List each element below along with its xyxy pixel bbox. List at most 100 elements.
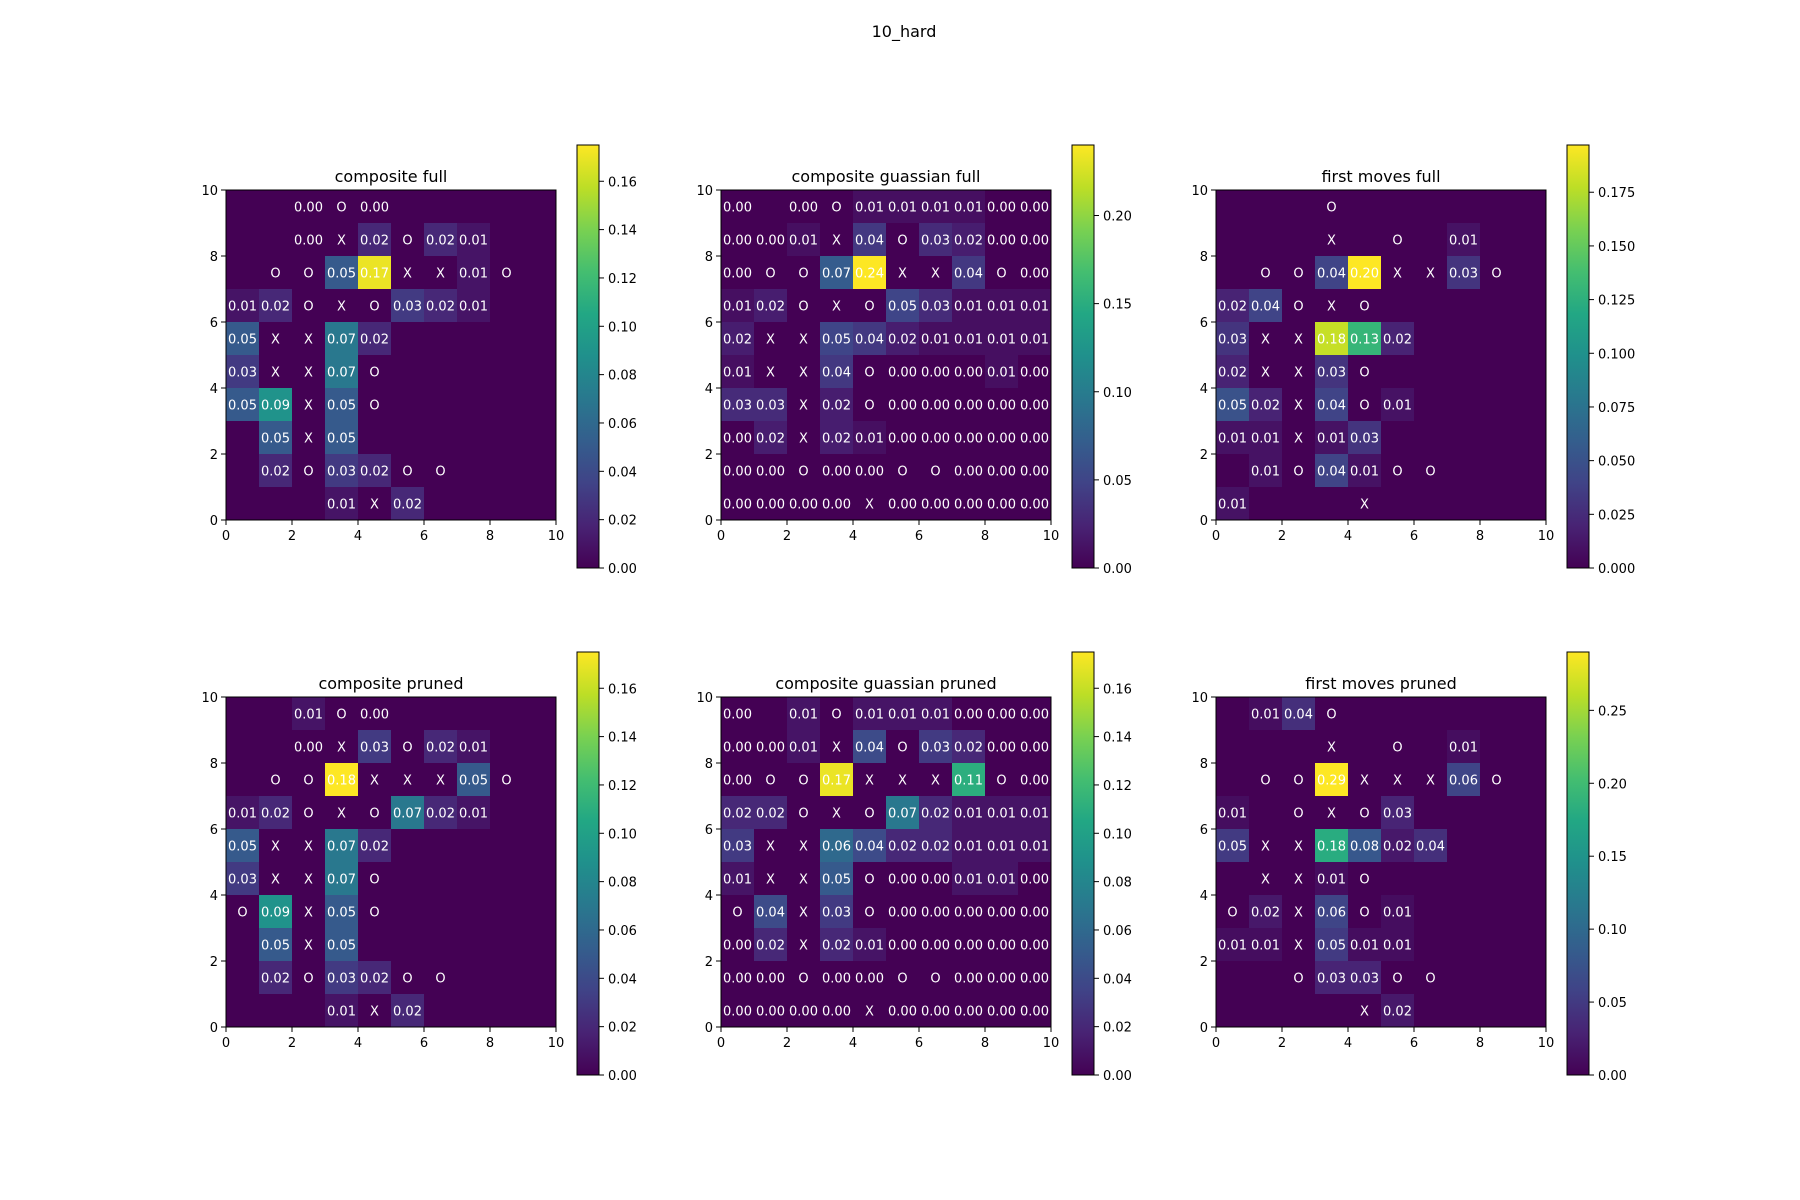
heatmap-cell [1216,862,1250,896]
heatmap-cell [1447,928,1481,962]
y-tick-label: 0 [210,1021,218,1036]
heatmap-cell [226,421,260,455]
cell-value-label: 0.29 [1317,774,1346,789]
heatmap-cell [1414,487,1448,521]
cell-marker-label: X [271,873,280,888]
y-tick-label: 4 [210,382,218,397]
heatmap-cell [721,322,755,356]
heatmap-cell [1249,223,1283,257]
heatmap-cell [1018,961,1052,995]
cell-value-label: 0.01 [954,300,983,315]
cell-value-label: 0.04 [855,333,884,348]
heatmap-cell [1480,829,1514,863]
cell-value-label: 0.00 [1020,267,1049,282]
heatmap-cell [1018,322,1052,356]
heatmap-cell [1249,421,1283,455]
cell-marker-label: X [1294,939,1303,954]
heatmap-cell [1480,928,1514,962]
heatmap-cell [292,730,326,764]
y-tick-label: 4 [705,889,713,904]
cell-value-label: 0.00 [756,1005,785,1020]
heatmap-cell [787,862,821,896]
cell-value-label: 0.02 [360,840,389,855]
cell-marker-label: X [799,333,808,348]
heatmap-cell [919,928,953,962]
y-tick-label: 6 [705,823,713,838]
heatmap-cell [820,928,854,962]
x-tick-label: 6 [420,529,428,544]
heatmap-cell [820,763,854,797]
cell-marker-label: O [1293,465,1303,480]
heatmap-cell [787,454,821,488]
heatmap-cell [490,961,524,995]
x-tick-label: 10 [548,1036,565,1051]
heatmap-panel: composite guassian pruned 0.00 0.01 O 0.01 0.… [696,651,1132,1084]
heatmap-cell [1447,763,1481,797]
cell-marker-label: O [237,906,247,921]
cell-value-label: 0.00 [987,465,1016,480]
cell-value-label: 0.01 [855,708,884,723]
heatmap-cell [886,796,920,830]
heatmap-cell [292,928,326,962]
heatmap-cell [1381,289,1415,323]
heatmap-cell [259,322,293,356]
cell-marker-label: X [865,774,874,789]
heatmap-cell [424,763,458,797]
heatmap-cell [457,487,491,521]
cell-value-label: 0.02 [1218,300,1247,315]
heatmap-cell [721,961,755,995]
heatmap-cell [1447,796,1481,830]
heatmap-cell [226,928,260,962]
cell-value-label: 0.04 [756,906,785,921]
cell-value-label: 0.04 [1317,267,1346,282]
cell-marker-label: O [1425,972,1435,987]
cell-marker-label: X [1294,432,1303,447]
heatmap-cell [523,994,557,1028]
heatmap-cell [1348,322,1382,356]
heatmap-cell [754,763,788,797]
y-tick-label: 2 [1200,955,1208,970]
cell-marker-label: X [799,939,808,954]
heatmap-cell [226,730,260,764]
heatmap-cell [259,454,293,488]
cell-value-label: 0.01 [888,708,917,723]
cell-value-label: 0.18 [1317,840,1346,855]
cell-marker-label: X [271,366,280,381]
colorbar-tick-label: 0.06 [608,924,637,939]
heatmap-cell [787,322,821,356]
heatmap-cell [820,862,854,896]
heatmap-cell [259,895,293,929]
heatmap-cell [358,322,392,356]
heatmap-cell [1381,895,1415,929]
heatmap-cell [820,322,854,356]
heatmap-cell [1282,730,1316,764]
heatmap-cell [1381,322,1415,356]
cell-marker-label: X [1360,498,1369,513]
cell-value-label: 0.02 [426,300,455,315]
cell-value-label: 0.02 [888,840,917,855]
heatmap-cell [1018,355,1052,389]
heatmap-cell [1513,829,1547,863]
heatmap-cell [226,355,260,389]
x-tick-label: 0 [222,1036,230,1051]
cell-value-label: 0.00 [921,432,950,447]
cell-value-label: 0.07 [822,267,851,282]
heatmap-cell [1414,322,1448,356]
cell-value-label: 0.01 [1449,741,1478,756]
heatmap-cell [325,895,359,929]
heatmap-cell [1282,895,1316,929]
cell-value-label: 0.02 [1251,399,1280,414]
cell-value-label: 0.02 [822,432,851,447]
heatmap-cell [1216,355,1250,389]
cell-value-label: 0.02 [822,399,851,414]
cell-marker-label: O [1425,465,1435,480]
cell-value-label: 0.03 [921,300,950,315]
heatmap-cell [952,223,986,257]
cell-marker-label: O [303,774,313,789]
cell-value-label: 0.01 [459,234,488,249]
colorbar-tick-label: 0.08 [608,876,637,891]
heatmap-cell [1414,961,1448,995]
heatmap-cell [787,256,821,290]
colorbar [1071,144,1095,569]
cell-value-label: 0.01 [723,873,752,888]
